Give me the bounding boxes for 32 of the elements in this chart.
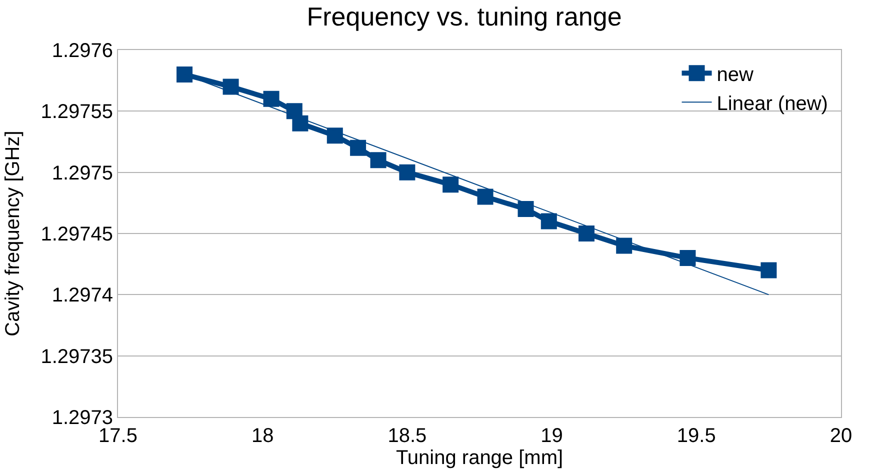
legend-label: Linear (new) [716,92,828,115]
point [176,66,193,82]
point [350,140,366,156]
point [399,164,416,180]
y-tick-label: 1.29745 [40,224,113,246]
point [680,250,696,266]
point [326,128,343,144]
x-tick-label: 18.5 [388,425,427,447]
point [263,90,280,107]
point [518,201,534,218]
y-tick-label: 1.29735 [40,346,113,368]
y-tick-label: 1.2975 [52,162,113,184]
point [578,226,594,242]
point [442,176,459,193]
y-tick-label: 1.2974 [52,284,113,307]
x-tick-label: 19 [540,425,563,447]
point [616,238,632,254]
point [540,213,557,230]
x-axis-title: Tuning range [mm] [396,447,564,469]
x-tick-label: 20 [830,425,852,447]
y-tick-label: 1.2976 [52,40,113,62]
point [477,188,494,205]
point [370,152,386,168]
legend-label: new [716,64,754,86]
point [222,78,239,95]
point [760,262,777,278]
y-tick-label: 1.29755 [40,101,113,124]
point [292,115,308,132]
chart-title: Frequency vs. tuning range [306,1,622,32]
x-tick-label: 19.5 [676,425,716,447]
y-axis-title: Cavity frequency [GHz] [2,130,24,336]
x-tick-label: 18 [251,425,274,447]
